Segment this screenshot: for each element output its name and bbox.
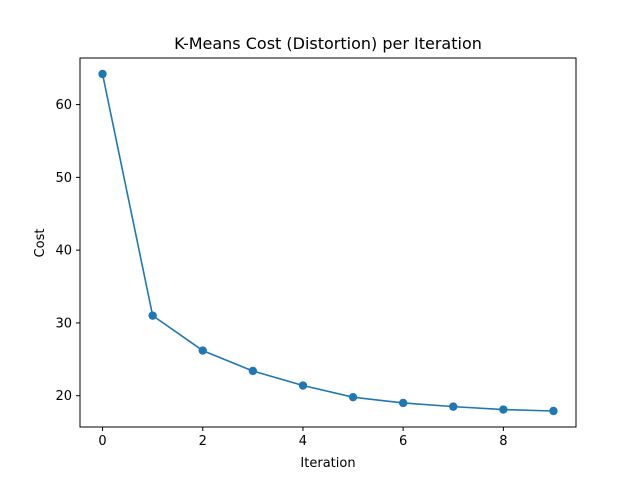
y-tick-label: 50 [55, 171, 72, 186]
x-tick-label: 0 [98, 434, 106, 449]
x-axis-label: Iteration [300, 456, 355, 471]
chart-title: K-Means Cost (Distortion) per Iteration [174, 34, 482, 53]
data-point [298, 381, 308, 390]
y-tick-label: 40 [55, 244, 72, 259]
data-point [449, 402, 458, 411]
data-point [499, 405, 508, 414]
data-point [98, 69, 107, 79]
plot-area: 0 2 4 6 8 20 30 40 50 60 [55, 57, 577, 449]
data-point [248, 366, 258, 376]
x-tick-label: 6 [399, 434, 407, 449]
x-tick-label: 4 [299, 434, 307, 449]
y-tick-label: 20 [55, 389, 72, 404]
axes-frame [79, 57, 577, 428]
y-axis-ticks: 20 30 40 50 60 [55, 98, 80, 404]
x-tick-label: 2 [199, 434, 207, 449]
y-axis-label: Cost [33, 229, 48, 258]
series-line [101, 73, 554, 412]
y-tick-label: 30 [55, 316, 72, 331]
data-point [148, 311, 157, 320]
data-point [198, 346, 207, 355]
series-layer [98, 69, 558, 416]
x-tick-label: 8 [499, 434, 507, 449]
data-point [549, 406, 558, 416]
data-point [348, 392, 358, 402]
y-tick-label: 60 [55, 98, 72, 113]
data-point [398, 398, 408, 408]
x-axis-ticks: 0 2 4 6 8 [98, 427, 507, 449]
